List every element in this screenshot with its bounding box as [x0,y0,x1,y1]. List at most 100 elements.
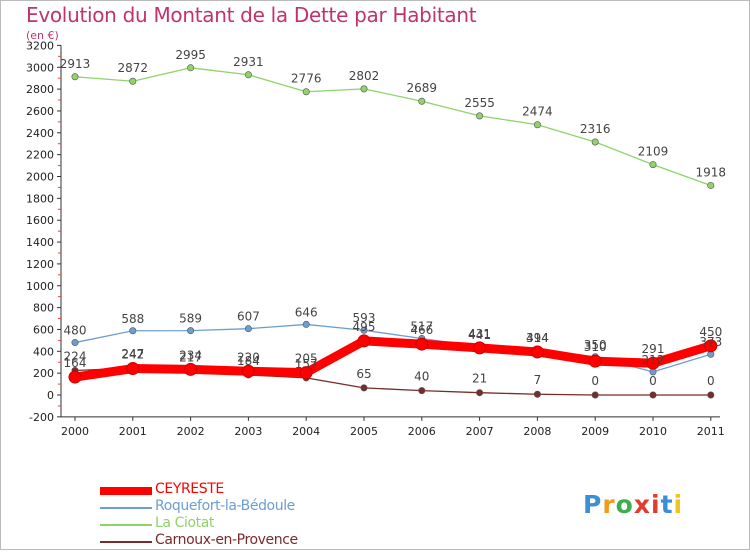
y-tick-label: 2000 [26,171,54,184]
data-label: 2474 [522,105,553,119]
data-label: 205 [295,352,318,366]
x-tick-label: 2006 [408,425,436,438]
series-layer [68,64,718,399]
data-label: 394 [526,331,549,345]
data-label: 164 [64,356,87,370]
x-tick-label: 2005 [350,425,378,438]
y-tick-label: 2200 [26,149,54,162]
data-label: 2872 [118,61,149,75]
logo-letter: x [633,490,651,519]
data-label: 1918 [696,165,727,179]
x-tick-label: 2004 [292,425,320,438]
y-tick-label: 800 [33,302,54,315]
data-label: 2555 [464,96,495,110]
data-point-ceyreste [473,341,487,355]
data-label: 414 [526,331,549,345]
legend-swatch-ceyreste [100,487,152,495]
data-label: 588 [121,312,144,326]
data-point-ceyreste [530,345,544,359]
data-label: 157 [295,357,318,371]
data-label: 431 [468,327,491,341]
data-point-la-ciotat [71,73,79,81]
data-point-carnoux-en-provence [707,391,715,399]
data-label: 220 [237,350,260,364]
data-label: 2802 [349,69,380,83]
data-point-roquefort-la-b-doule [71,339,79,347]
data-point-roquefort-la-b-doule [244,325,252,333]
data-label: 65 [356,367,371,381]
data-label: 2109 [638,145,669,159]
data-label: 450 [699,325,722,339]
data-label: 217 [179,350,202,364]
data-point-la-ciotat [129,77,137,85]
data-label: 184 [237,354,260,368]
y-tick-label: 1200 [26,258,54,271]
data-point-ceyreste [646,356,660,370]
data-label: 350 [584,338,607,352]
data-point-ceyreste [588,354,602,368]
x-tick-label: 2000 [61,425,89,438]
data-label: 2913 [60,57,91,71]
legend-label-roquefort: Roquefort-la-Bédoule [155,498,295,514]
y-tick-label: 3200 [26,39,54,52]
x-tick-label: 2011 [697,425,725,438]
data-point-carnoux-en-provence [418,387,426,395]
data-point-la-ciotat [707,181,715,189]
line-chart: -200020040060080010001200140016001800200… [26,39,727,437]
data-label: 646 [295,305,318,319]
y-tick-label: 600 [33,323,54,336]
data-point-la-ciotat [418,97,426,105]
data-label: 517 [410,320,433,334]
y-tick-label: 3000 [26,61,54,74]
x-tick-label: 2010 [639,425,667,438]
data-point-carnoux-en-provence [360,384,368,392]
series-line-la-ciotat [74,67,712,187]
legend-label-la-ciotat: La Ciotat [155,515,215,531]
data-label: 0 [707,374,715,388]
data-label: 593 [353,311,376,325]
data-point-roquefort-la-b-doule [187,327,195,335]
data-point-carnoux-en-provence [591,391,599,399]
logo-letter: r [602,490,616,519]
data-label: 242 [121,348,144,362]
logo-letter: i [651,490,661,519]
data-label: 495 [353,320,376,334]
x-tick-label: 2009 [581,425,609,438]
y-tick-label: 400 [33,345,54,358]
y-tick-label: 1600 [26,214,54,227]
data-label: 2776 [291,72,322,86]
series-line-ceyreste [70,336,716,382]
data-point-roquefort-la-b-doule [129,327,137,335]
data-point-ceyreste [299,366,313,380]
data-label: 0 [649,374,657,388]
logo-letter: t [660,490,674,519]
data-point-carnoux-en-provence [476,389,484,397]
data-label: 234 [179,348,202,362]
data-label: 589 [179,312,202,326]
data-label: 466 [410,323,433,337]
data-label: 247 [121,347,144,361]
x-tick-label: 2008 [523,425,551,438]
chart-subtitle: (en €) [26,29,59,42]
data-point-la-ciotat [649,161,657,169]
legend-label-carnoux: Carnoux-en-Provence [155,532,298,548]
data-point-ceyreste [126,362,140,376]
data-label: 0 [591,374,599,388]
y-tick-label: 1800 [26,192,54,205]
data-point-roquefort-la-b-doule [360,326,368,334]
y-tick-label: 0 [47,389,54,402]
legend-swatch-carnoux [100,541,152,543]
legend-swatch-la-ciotat [100,524,152,526]
proxiti-logo: Proxiti [583,490,683,519]
chart-axes: -200020040060080010001200140016001800200… [26,39,725,437]
data-point-ceyreste [415,337,429,351]
data-point-la-ciotat [476,112,484,120]
y-tick-label: 2800 [26,83,54,96]
data-point-ceyreste [704,339,718,353]
data-label: 40 [414,370,429,384]
data-point-carnoux-en-provence [649,391,657,399]
data-point-ceyreste [68,370,82,384]
y-tick-label: 2600 [26,105,54,118]
data-point-roquefort-la-b-doule [302,320,310,328]
x-tick-label: 2002 [177,425,205,438]
